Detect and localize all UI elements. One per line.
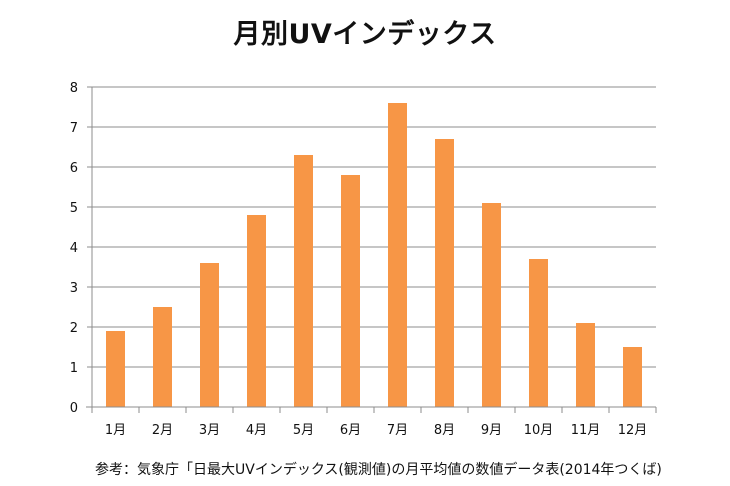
x-tick-label: 5月 — [293, 423, 314, 438]
y-tick-label: 8 — [70, 81, 78, 96]
bar — [388, 103, 407, 407]
x-tick-label: 9月 — [481, 423, 502, 438]
bars — [106, 103, 642, 407]
x-tick-label: 11月 — [571, 423, 601, 438]
y-tick-labels: 0 1 2 3 4 5 6 7 8 — [70, 81, 78, 416]
bar — [247, 215, 266, 407]
y-tick-label: 6 — [70, 161, 78, 176]
x-tick-label: 7月 — [387, 423, 408, 438]
x-tick-label: 10月 — [524, 423, 554, 438]
bar — [153, 307, 172, 407]
y-tick-label: 0 — [70, 401, 78, 416]
bar — [435, 139, 454, 407]
bar — [623, 347, 642, 407]
bar — [294, 155, 313, 407]
y-tick-label: 3 — [70, 281, 78, 296]
bar — [341, 175, 360, 407]
y-tick-label: 4 — [70, 241, 78, 256]
y-tick-label: 1 — [70, 361, 78, 376]
bar — [576, 323, 595, 407]
x-tick-label: 1月 — [105, 423, 126, 438]
x-tick-label: 12月 — [618, 423, 648, 438]
bar — [529, 259, 548, 407]
chart-title: 月別UVインデックス — [233, 19, 497, 50]
x-axis — [86, 86, 657, 413]
y-tick-label: 5 — [70, 201, 78, 216]
y-tick-label: 7 — [70, 121, 78, 136]
y-tick-label: 2 — [70, 321, 78, 336]
source-note: 参考：気象庁「日最大UVインデックス(観測値)の月平均値の数値データ表(2014… — [95, 462, 662, 478]
x-tick-label: 3月 — [199, 423, 220, 438]
x-tick-labels: 1月 2月 3月 4月 5月 6月 7月 8月 9月 10月 11月 12月 — [105, 423, 647, 438]
x-tick-label: 2月 — [152, 423, 173, 438]
x-tick-label: 4月 — [246, 423, 267, 438]
bar — [106, 331, 125, 407]
bar — [200, 263, 219, 407]
x-tick-label: 6月 — [340, 423, 361, 438]
bar — [482, 203, 501, 407]
x-tick-label: 8月 — [434, 423, 455, 438]
gridlines — [92, 86, 656, 368]
